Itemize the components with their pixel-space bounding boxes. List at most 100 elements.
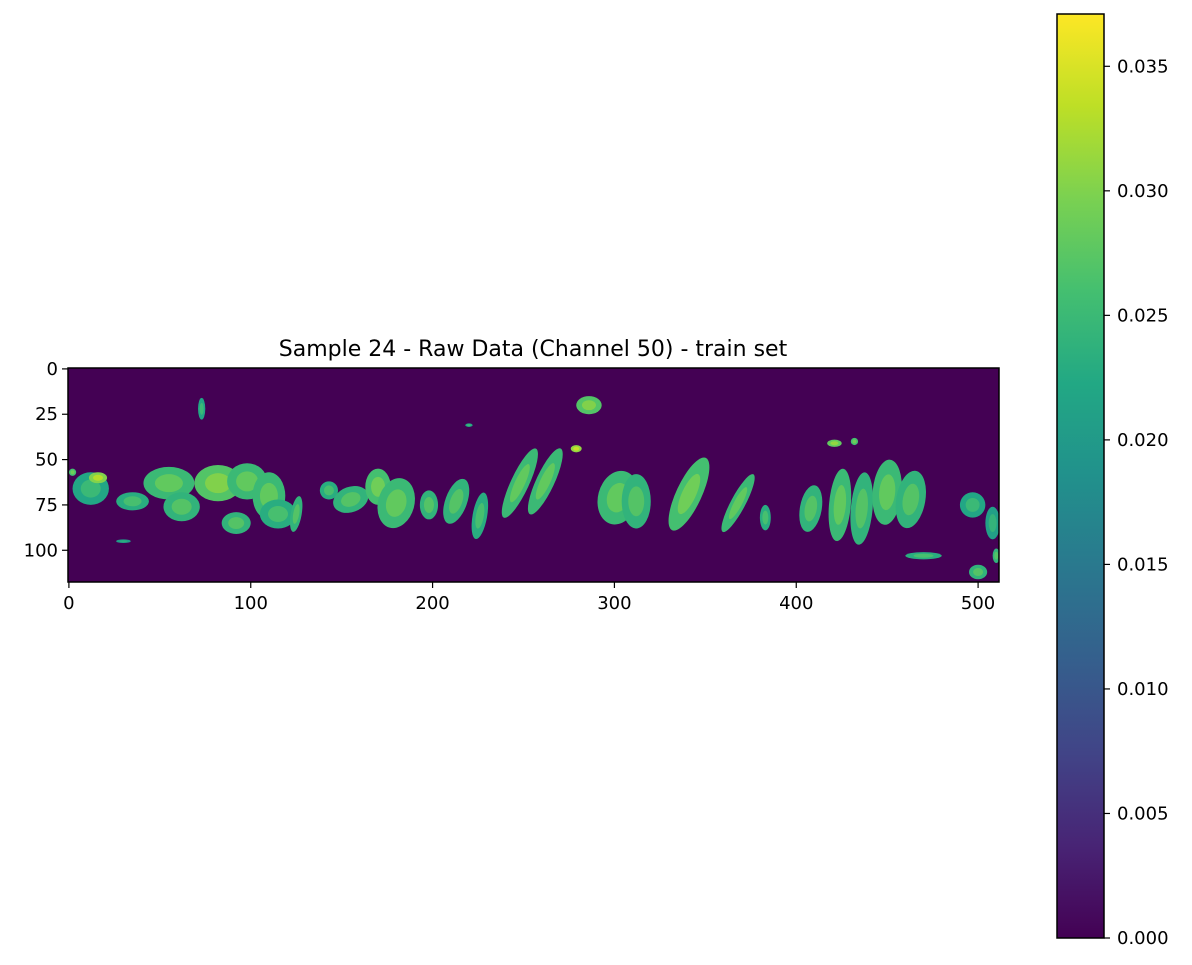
heatmap-cell [199, 402, 204, 415]
heatmap-region [850, 437, 859, 446]
heatmap-region [471, 492, 489, 540]
y-tick-label: 100 [24, 540, 58, 561]
heatmap-region [827, 439, 842, 447]
x-tick-label: 500 [961, 593, 995, 614]
heatmap-cell [628, 486, 645, 517]
heatmap-region [116, 492, 149, 511]
colorbar-tick-label: 0.015 [1117, 554, 1169, 575]
x-axis: 0 100 200 300 400 500 [63, 582, 995, 614]
colorbar-tick-label: 0.030 [1117, 181, 1169, 202]
heatmap-cell [852, 439, 857, 444]
heatmap-region [377, 478, 415, 529]
heatmap-region [319, 481, 339, 500]
heatmap-cell [119, 540, 128, 543]
heatmap-region [905, 552, 942, 560]
heatmap-region [527, 448, 563, 515]
heatmap-region [221, 512, 251, 534]
heatmap-cell [677, 473, 701, 515]
heatmap-region [259, 499, 297, 529]
colorbar-tick-label: 0.010 [1117, 679, 1169, 700]
heatmap-cell [292, 504, 300, 524]
heatmap-cell [804, 495, 818, 522]
heatmap-region [465, 423, 473, 427]
heatmap-cell [573, 446, 580, 451]
colorbar-tick-label: 0.020 [1117, 430, 1169, 451]
heatmap-region [799, 485, 823, 532]
heatmap-region [992, 548, 999, 563]
heatmap-cell [581, 400, 596, 411]
heatmap-region [721, 474, 755, 533]
colorbar-ticks: 0.000 0.005 0.010 0.015 0.020 0.025 0.030 0.035 [1104, 56, 1169, 949]
heatmap-region [163, 492, 200, 522]
heatmap-region [621, 474, 651, 529]
heatmap-region [68, 468, 77, 476]
heatmap-region [570, 445, 582, 453]
x-tick-label: 300 [597, 593, 631, 614]
heatmap-cell [902, 483, 920, 516]
heatmap-cell [994, 551, 999, 560]
heatmap-cell [123, 496, 142, 507]
heatmap-region [333, 486, 369, 513]
colorbar-tick-label: 0.035 [1117, 56, 1169, 77]
heatmap-region [88, 472, 108, 484]
heatmap-cell [965, 497, 980, 512]
heatmap-cell [762, 510, 769, 525]
plot-frame [67, 367, 1000, 583]
heatmap-region [759, 504, 771, 531]
y-tick-label: 50 [35, 450, 58, 471]
heatmap-cell [268, 506, 289, 522]
colorbar-tick-label: 0.025 [1117, 305, 1169, 326]
heatmap-cells [68, 396, 999, 580]
x-tick-label: 200 [415, 593, 449, 614]
heatmap-cell [423, 496, 434, 513]
x-tick-label: 100 [234, 593, 268, 614]
colorbar-tick-label: 0.005 [1117, 803, 1169, 824]
heatmap-cell [323, 485, 334, 496]
heatmap-region [501, 448, 538, 518]
heatmap-plot [67, 367, 1000, 583]
heatmap-region [959, 492, 986, 518]
heatmap-region [443, 478, 470, 524]
heatmap-region [828, 468, 852, 542]
heatmap-cell [205, 473, 232, 494]
heatmap-cell [449, 488, 464, 514]
heatmap-cell [228, 517, 245, 530]
heatmap-cell [973, 568, 984, 577]
chart-title: Sample 24 - Raw Data (Channel 50) - trai… [279, 337, 788, 362]
y-tick-label: 25 [35, 404, 58, 425]
heatmap-region [289, 496, 303, 532]
y-tick-label: 75 [35, 495, 58, 516]
heatmap-cell [385, 489, 407, 517]
heatmap-cell [466, 424, 471, 427]
heatmap-region [576, 396, 602, 415]
heatmap-cell [80, 479, 101, 498]
x-tick-label: 400 [779, 593, 813, 614]
heatmap-cell [728, 487, 748, 520]
heatmap-cell [171, 498, 192, 515]
heatmap-region [198, 397, 206, 420]
heatmap-cell [879, 474, 896, 511]
heatmap-region [143, 466, 195, 500]
heatmap-region [850, 472, 874, 545]
colorbar-gradient [1056, 13, 1105, 939]
x-tick-label: 0 [63, 593, 74, 614]
heatmap-cell [535, 463, 555, 500]
heatmap-region [872, 459, 902, 525]
y-axis: 0 25 50 75 100 [24, 359, 68, 561]
heatmap-region [419, 490, 439, 520]
heatmap-cell [830, 441, 839, 446]
heatmap-region [968, 564, 988, 580]
heatmap-cell [341, 492, 361, 507]
heatmap-cell [833, 485, 847, 525]
heatmap-cell [475, 503, 485, 529]
heatmap-region [985, 506, 999, 540]
heatmap-cell [988, 514, 997, 533]
colorbar: 0.000 0.005 0.010 0.015 0.020 0.025 0.030 0.035 [1056, 13, 1169, 949]
heatmap-region [668, 457, 710, 531]
heatmap-cell [509, 464, 530, 503]
heatmap-cell [913, 553, 934, 558]
heatmap-cell [236, 471, 259, 492]
heatmap-cell [70, 470, 75, 475]
heatmap-cell [93, 474, 104, 481]
